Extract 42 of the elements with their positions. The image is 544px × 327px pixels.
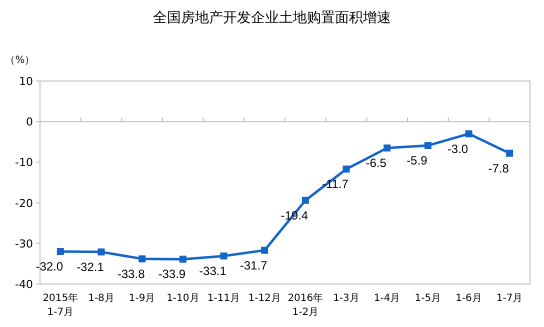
data-label: -33.8 xyxy=(117,266,146,281)
point xyxy=(465,130,472,138)
x-tick-label: 1-3月 xyxy=(333,293,360,304)
point xyxy=(506,150,514,157)
point xyxy=(98,248,105,256)
y-tick-label: -40 xyxy=(15,278,33,291)
point xyxy=(342,166,350,173)
point xyxy=(56,248,64,256)
data-label: -3.0 xyxy=(447,142,468,156)
chart-title: 全国房地产开发企业土地购置面积增速 xyxy=(153,10,391,26)
y-axis-title: （%） xyxy=(5,55,35,66)
data-label: -32.0 xyxy=(36,260,64,274)
y-tick-label: -30 xyxy=(15,237,33,250)
y-tick-label: -10 xyxy=(15,156,33,170)
data-label: -6.5 xyxy=(366,156,387,170)
x-tick-label: 1-9月 xyxy=(128,293,156,304)
x-tick-label: 1-6月 xyxy=(456,293,482,304)
x-tick-label: 1-11月 xyxy=(207,293,240,304)
x-tick-label: 1-7月 xyxy=(496,293,523,304)
point xyxy=(179,256,186,263)
x-tick-label: 1-12月 xyxy=(248,293,281,304)
x-tick-label: 1-4月 xyxy=(374,293,400,304)
point xyxy=(220,252,228,260)
data-label: -5.9 xyxy=(406,154,428,168)
y-tick-label: -20 xyxy=(15,196,33,210)
point xyxy=(138,255,146,262)
x-tick-label: 2015年 1-7月 xyxy=(42,292,78,318)
data-label: -33.1 xyxy=(199,264,227,278)
data-label: -7.8 xyxy=(488,161,510,176)
data-label: -32.1 xyxy=(76,260,104,274)
y-tick-label: 10 xyxy=(19,75,33,88)
point xyxy=(424,142,432,150)
y-tick-label: 0 xyxy=(26,116,33,129)
point xyxy=(261,246,268,254)
x-tick-label: 1-8月 xyxy=(88,293,114,304)
x-tick-label: 1-10月 xyxy=(166,293,200,304)
data-label: -33.9 xyxy=(158,267,186,282)
point xyxy=(384,144,391,152)
x-tick-label: 1-5月 xyxy=(414,293,442,304)
data-label: -31.7 xyxy=(240,258,268,272)
point xyxy=(302,196,309,204)
x-tick-label: 2016年 1-2月 xyxy=(288,292,324,318)
